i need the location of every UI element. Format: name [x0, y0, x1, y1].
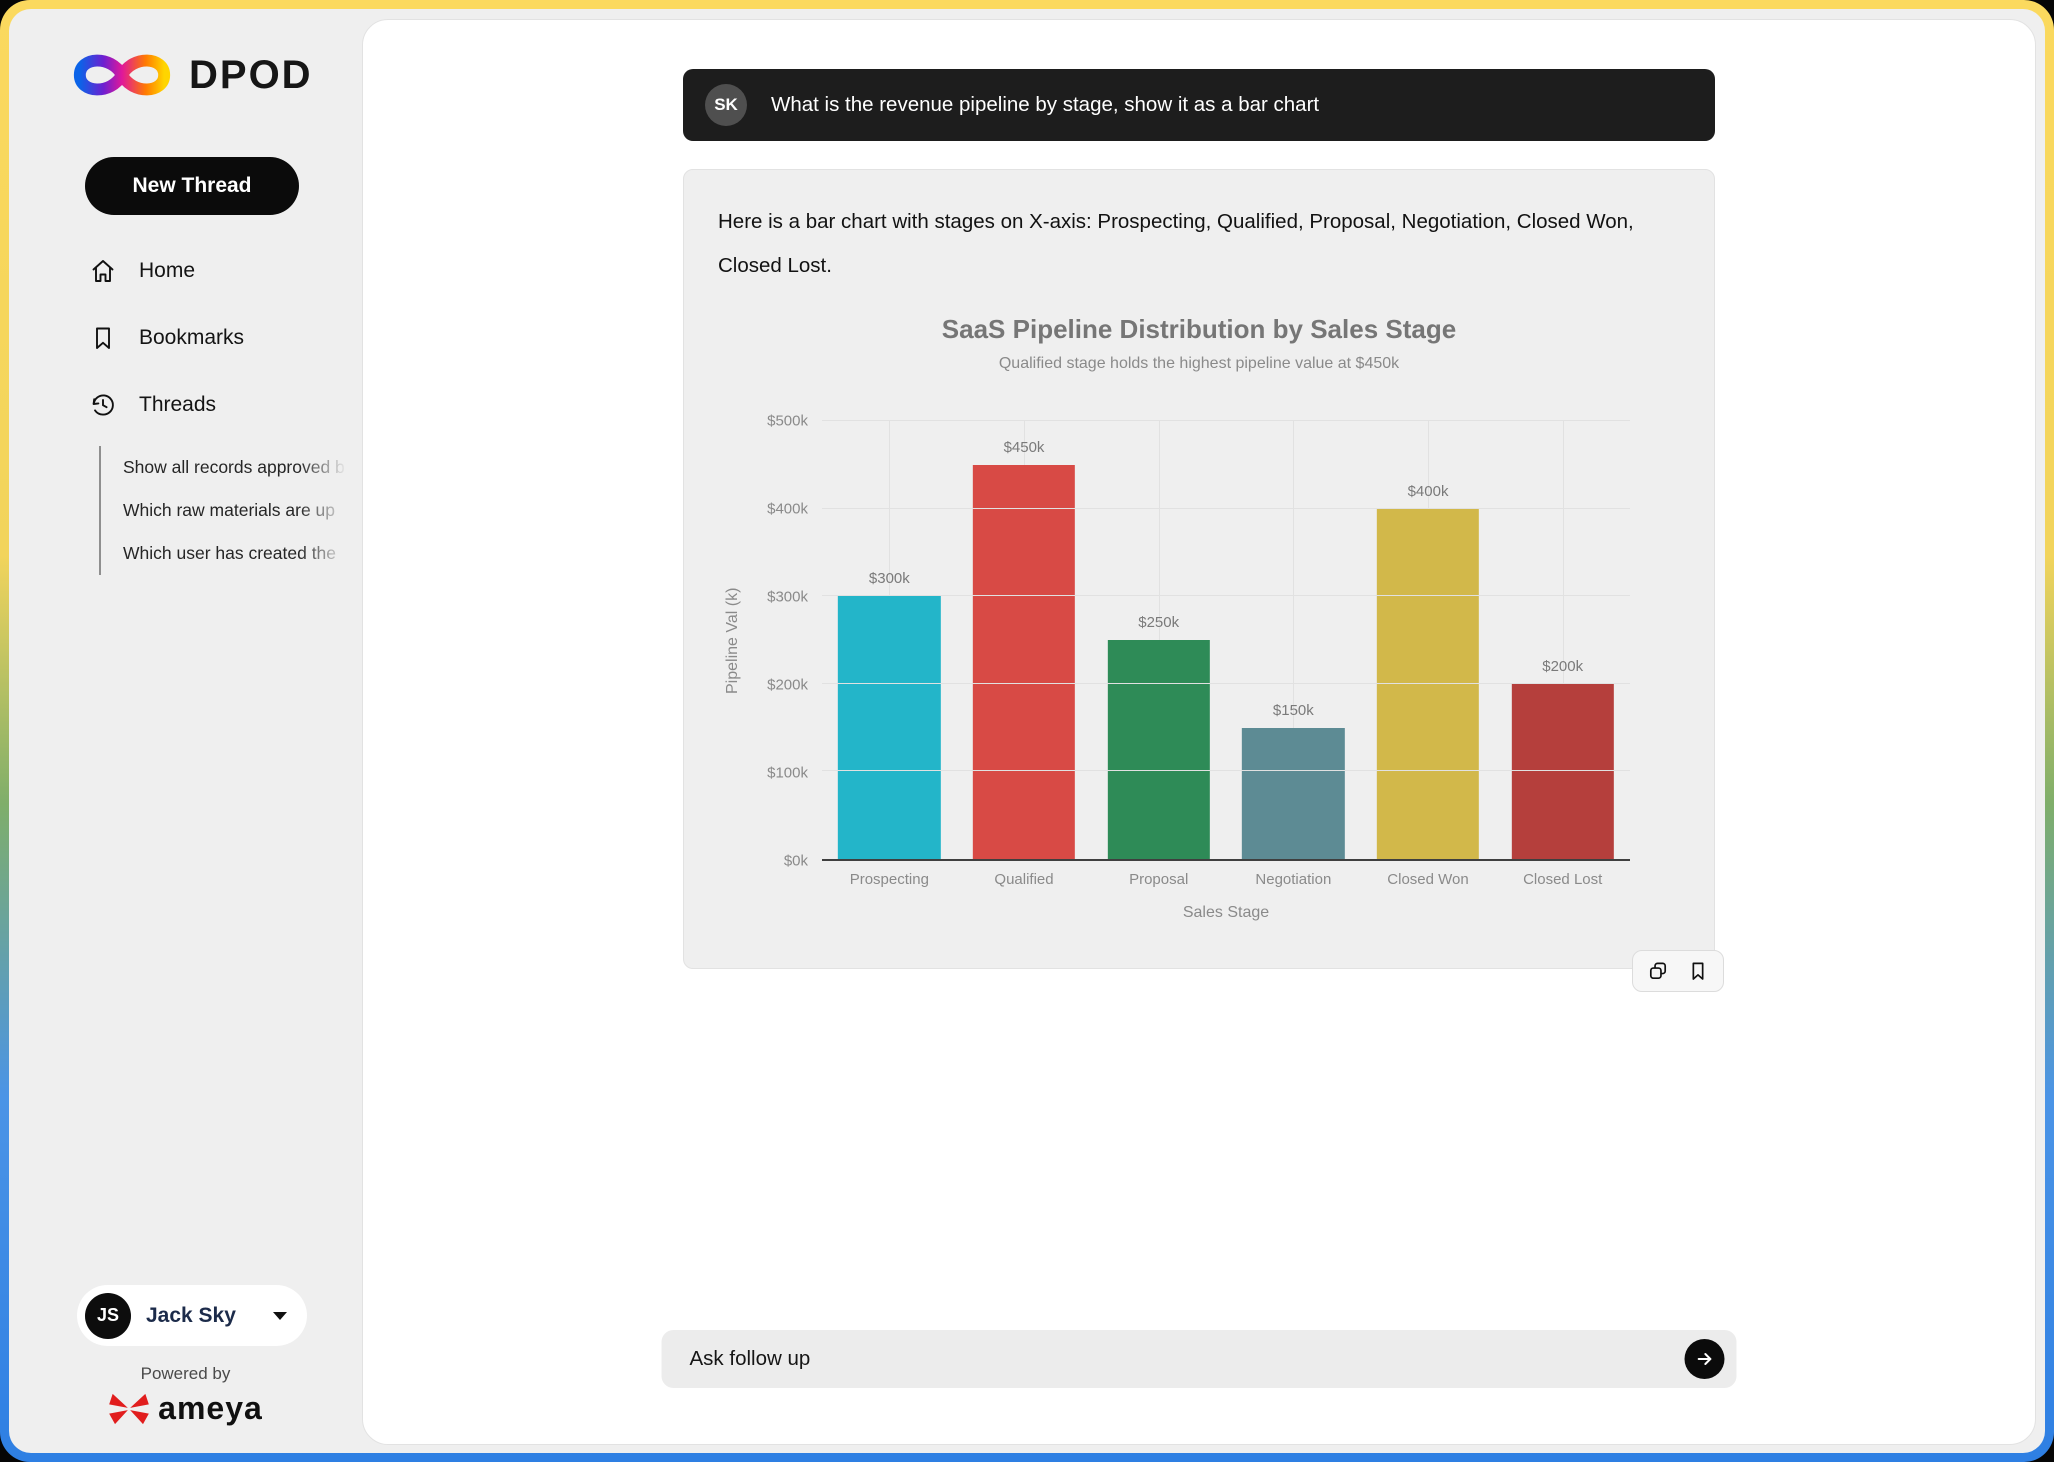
brand-name: ameya: [158, 1390, 263, 1426]
bar-qualified: [972, 464, 1076, 859]
copy-button[interactable]: [1646, 959, 1670, 983]
bar-chart: SaaS Pipeline Distribution by Sales Stag…: [718, 314, 1680, 922]
thread-item[interactable]: Which raw materials are up: [123, 500, 336, 520]
response-text: Here is a bar chart with stages on X-axi…: [718, 210, 1634, 277]
history-icon: [92, 394, 114, 416]
powered-by-label: Powered by: [140, 1364, 231, 1383]
y-tick-labels: $0k $100k $200k $300k $400k $500k: [748, 413, 822, 870]
chart-subtitle: Qualified stage holds the highest pipeli…: [998, 355, 1400, 372]
bar-slot: $200k: [1495, 421, 1630, 859]
app-background: DPOD New Thread Home Bookmarks: [9, 9, 2045, 1453]
app-title: DPOD: [189, 52, 313, 97]
response-actions: [1632, 950, 1724, 992]
copy-icon: [1649, 962, 1667, 980]
user-message-text: What is the revenue pipeline by stage, s…: [771, 93, 1320, 116]
sidebar-item-home[interactable]: Home: [89, 250, 349, 292]
home-icon: [92, 260, 114, 282]
bar-proposal: [1107, 640, 1210, 859]
bar-value-label: $200k: [1542, 657, 1584, 675]
powered-by: Powered by ameya: [9, 1364, 362, 1427]
main-panel: SK What is the revenue pipeline by stage…: [362, 19, 2036, 1445]
bar-closed-lost: [1511, 683, 1614, 859]
plot-area: $300k $450k $250k $150k $400k $200k: [822, 420, 1630, 861]
followup-input[interactable]: [689, 1347, 1685, 1371]
thread-list: Show all records approved b Which raw mat…: [99, 446, 349, 575]
assistant-response-card: Here is a bar chart with stages on X-axi…: [683, 169, 1724, 992]
send-button[interactable]: [1684, 1339, 1725, 1379]
gridline: [822, 682, 1630, 684]
x-tick-label: Proposal: [1129, 871, 1189, 888]
sidebar-item-label: Home: [139, 259, 196, 282]
bar-value-label: $150k: [1272, 701, 1314, 719]
gridline: [1293, 421, 1295, 859]
infinity-logo-icon: [73, 54, 171, 96]
profile-menu[interactable]: JS Jack Sky: [77, 1285, 307, 1346]
followup-bar: [661, 1330, 1737, 1388]
y-tick-label: $0k: [783, 852, 808, 870]
user-avatar: SK: [705, 84, 747, 126]
bar-slot: $300k: [822, 421, 957, 859]
bar-negotiation: [1242, 727, 1345, 859]
bar-prospecting: [838, 596, 941, 859]
bar-slot: $400k: [1361, 421, 1496, 859]
thread-item[interactable]: Which user has created the: [123, 543, 337, 563]
new-thread-button[interactable]: New Thread: [85, 157, 299, 215]
sidebar: DPOD New Thread Home Bookmarks: [9, 9, 362, 1453]
x-tick-label: Prospecting: [849, 871, 929, 888]
gridline: [1562, 421, 1564, 859]
app-logo: DPOD: [67, 45, 313, 105]
x-tick-labels: Prospecting Qualified Proposal Negotiation C…: [822, 871, 1630, 888]
chat-column: SK What is the revenue pipeline by stage…: [683, 69, 1724, 992]
avatar: JS: [85, 1292, 131, 1339]
sidebar-item-label: Threads: [139, 393, 217, 416]
butterfly-logo-icon: [109, 1393, 150, 1424]
thread-item[interactable]: Show all records approved b: [123, 457, 345, 477]
bar-value-label: $450k: [1003, 438, 1045, 456]
bar-value-label: $250k: [1138, 614, 1180, 631]
bar-slot: $250k: [1091, 421, 1226, 859]
y-tick-label: $300k: [767, 588, 808, 606]
sidebar-item-label: Bookmarks: [139, 326, 245, 349]
gridline: [822, 595, 1630, 597]
x-axis-title: Sales Stage: [1182, 904, 1270, 921]
x-tick-label: Closed Lost: [1523, 871, 1603, 888]
y-tick-label: $400k: [767, 500, 808, 518]
sidebar-item-bookmarks[interactable]: Bookmarks: [89, 317, 349, 359]
chevron-down-icon: [273, 1311, 287, 1320]
y-tick-label: $100k: [767, 764, 808, 782]
bar-value-label: $300k: [868, 570, 910, 588]
bookmark-icon: [1692, 962, 1704, 980]
x-tick-label: Qualified: [994, 871, 1054, 888]
y-tick-label: $200k: [767, 676, 808, 694]
x-tick-label: Negotiation: [1255, 871, 1332, 888]
y-axis-title: Pipeline Val (k): [724, 587, 741, 695]
gridline: [822, 420, 1630, 421]
sidebar-item-threads[interactable]: Threads: [89, 384, 349, 426]
profile-name: Jack Sky: [146, 1303, 236, 1327]
x-tick-label: Closed Won: [1387, 871, 1469, 888]
sidebar-nav: Home Bookmarks Threads: [89, 250, 349, 451]
chart-title: SaaS Pipeline Distribution by Sales Stag…: [941, 314, 1457, 344]
y-tick-label: $500k: [767, 412, 808, 430]
bar-slots: $300k $450k $250k $150k $400k $200k: [822, 421, 1630, 859]
bar-value-label: $400k: [1407, 482, 1449, 500]
user-message: SK What is the revenue pipeline by stage…: [683, 69, 1715, 141]
bar-slot: $450k: [957, 421, 1092, 859]
gridline: [822, 507, 1630, 509]
bookmark-icon: [96, 327, 110, 349]
gridline: [822, 770, 1630, 772]
bar-slot: $150k: [1226, 421, 1361, 859]
bookmark-button[interactable]: [1686, 959, 1710, 983]
arrow-right-icon: [1697, 1353, 1712, 1365]
